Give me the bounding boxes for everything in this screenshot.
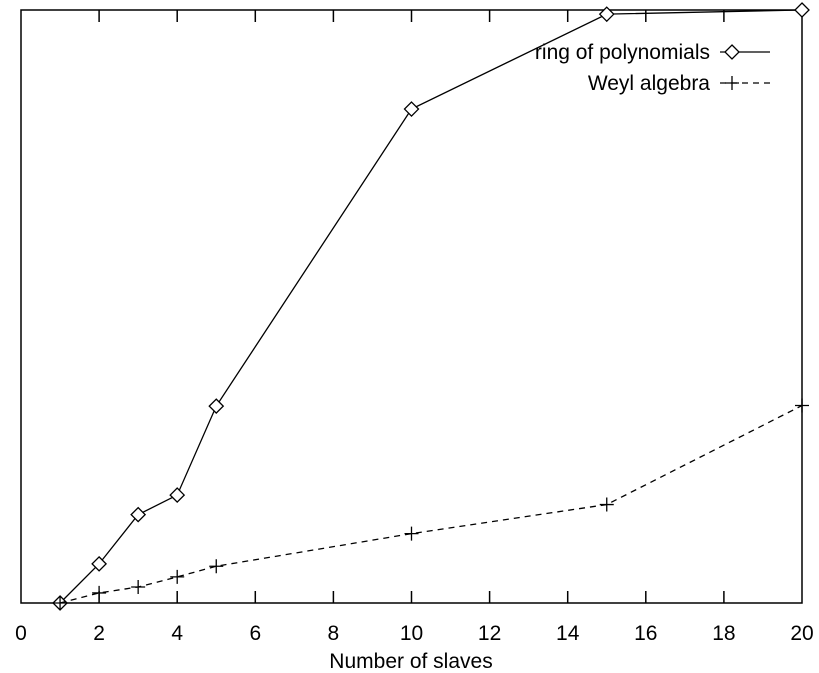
x-tick-label: 18: [712, 622, 735, 645]
plus-point-marker: [131, 579, 146, 594]
x-axis-title: Number of slaves: [329, 650, 492, 673]
diamond-point-marker: [598, 6, 615, 23]
series-line-ring-of-polynomials: [59, 9, 803, 604]
plus-point-marker: [209, 559, 224, 574]
plus-point-marker: [92, 585, 107, 600]
x-tick-label: 20: [790, 622, 813, 645]
diamond-point-marker: [403, 101, 420, 117]
series-line-weyl-algebra: [59, 404, 803, 604]
x-tick-label: 14: [556, 622, 580, 645]
x-tick-label: 12: [478, 622, 501, 645]
legend-marker-icon: [725, 76, 739, 90]
legend: ring of polynomials Weyl algebra: [535, 41, 770, 95]
plus-point-marker: [795, 398, 809, 413]
series-layer: [52, 2, 810, 611]
plus-point-marker: [53, 596, 68, 610]
x-tick-label: 16: [634, 622, 657, 645]
x-tick-label: 10: [400, 622, 423, 645]
x-tick-label: 0: [15, 622, 27, 645]
x-axis-ticks: [98, 10, 725, 603]
legend-marker-icon: [724, 44, 740, 60]
plus-point-marker: [170, 569, 185, 584]
diamond-point-marker: [130, 506, 147, 523]
diamond-point-marker: [208, 398, 225, 415]
x-axis-tick-labels: 0 2 4 6 8 10 12 14 16 18 20: [15, 622, 814, 645]
legend-label: Weyl algebra: [588, 72, 710, 95]
x-tick-label: 8: [328, 622, 340, 645]
diamond-point-marker: [91, 555, 108, 572]
plus-point-marker: [599, 497, 614, 512]
x-tick-label: 2: [93, 622, 105, 645]
plus-point-marker: [404, 526, 419, 541]
x-tick-label: 6: [249, 622, 261, 645]
legend-label: ring of polynomials: [535, 41, 710, 64]
diamond-point-marker: [794, 2, 810, 18]
diamond-point-marker: [169, 487, 186, 503]
x-tick-label: 4: [171, 622, 183, 645]
